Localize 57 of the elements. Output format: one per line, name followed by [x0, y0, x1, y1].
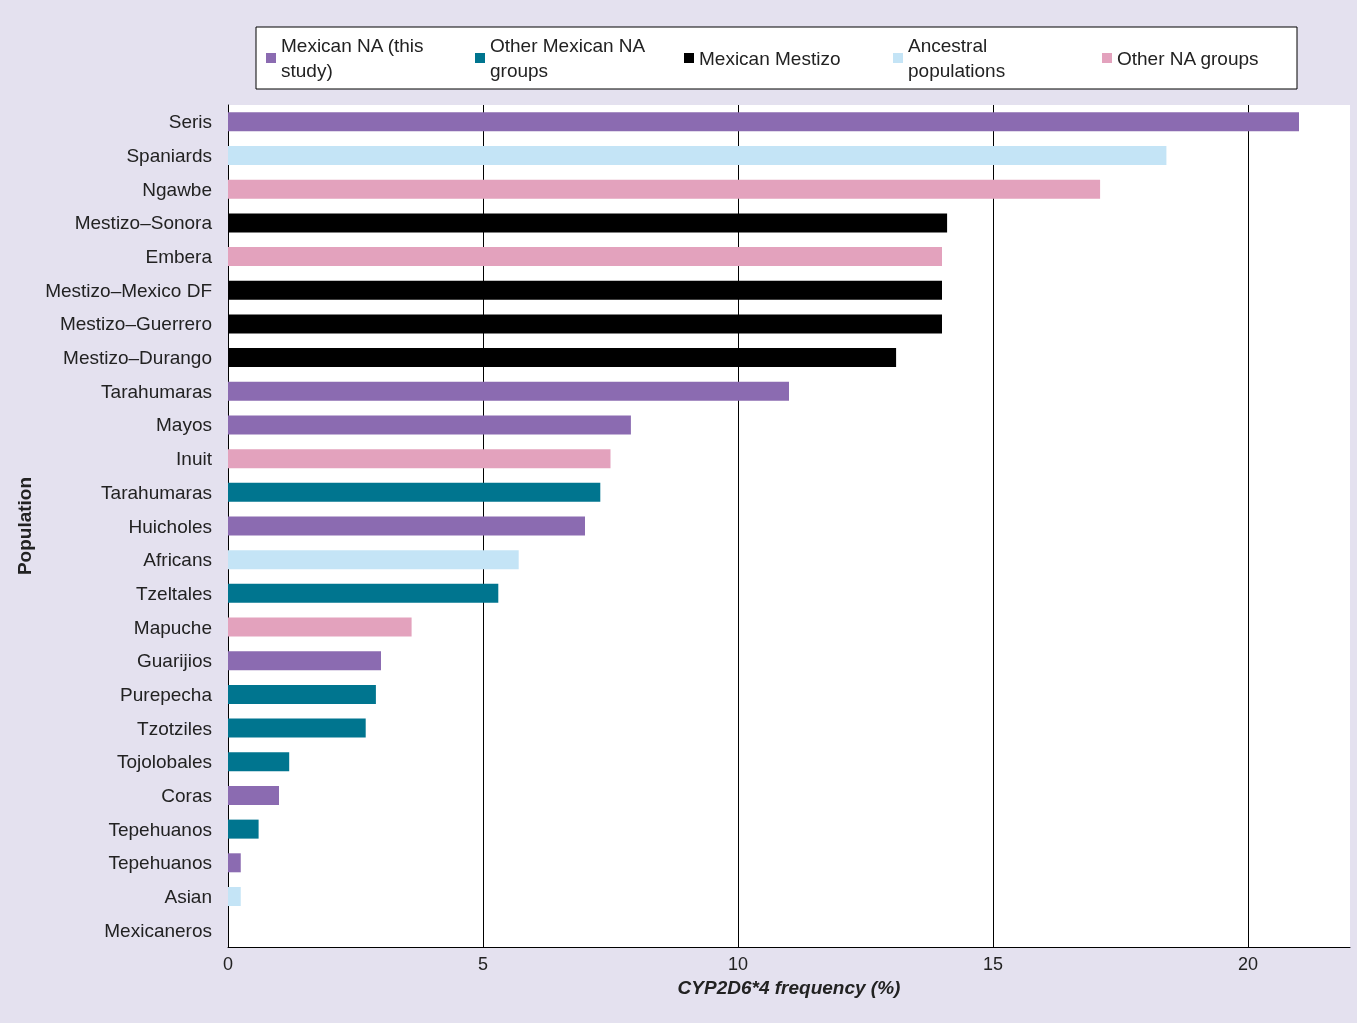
bar: [228, 853, 241, 873]
y-tick-label: Mapuche: [133, 616, 212, 638]
y-tick-label: Tzotziles: [137, 717, 212, 739]
y-tick-label: Mayos: [156, 414, 212, 436]
bar: [228, 651, 381, 671]
legend-label: Mexican NA (this study): [281, 35, 429, 81]
legend-label: Other NA groups: [1117, 47, 1259, 69]
y-tick-label: Inuit: [176, 448, 213, 470]
y-tick-label: Tepehuanos: [108, 852, 212, 874]
y-tick-label: Embera: [145, 246, 213, 268]
legend-label: Ancestral populations: [908, 35, 1006, 81]
bar: [228, 415, 631, 435]
y-tick-label: Coras: [161, 784, 212, 806]
y-tick-label: Guarijios: [137, 650, 212, 672]
x-tick-label: 10: [727, 954, 749, 974]
x-tick-label: 0: [222, 954, 234, 974]
bar: [228, 785, 279, 805]
y-tick-label: Asian: [164, 885, 212, 907]
bar: [228, 718, 366, 738]
bar: [228, 247, 942, 267]
bar: [228, 112, 1299, 132]
y-tick-label: Mestizo–Durango: [63, 347, 212, 369]
bar: [228, 516, 585, 536]
y-tick-label: Huicholes: [128, 515, 212, 537]
y-tick-label: Seris: [168, 111, 212, 133]
y-tick-label: Purepecha: [120, 683, 213, 705]
bar: [228, 886, 241, 906]
y-tick-label: Tojolobales: [116, 751, 212, 773]
bar: [228, 381, 789, 401]
y-tick-label: Mestizo–Sonora: [74, 212, 213, 234]
legend-label: Mexican Mestizo: [699, 47, 841, 69]
y-tick-label: Africans: [143, 549, 212, 571]
x-tick-label: 5: [477, 954, 489, 974]
y-tick-label: Tepehuanos: [108, 818, 212, 840]
bar: [228, 617, 412, 637]
bar: [228, 179, 1101, 199]
bar: [228, 449, 611, 469]
bar: [228, 752, 290, 772]
bar: [228, 819, 259, 839]
y-tick-label: Tarahumaras: [101, 380, 212, 402]
bar: [228, 550, 519, 570]
y-tick-label: Tzeltales: [135, 582, 212, 604]
bar: [228, 482, 601, 502]
x-axis-title: CYP2D6*4 frequency (%): [677, 976, 901, 998]
x-tick-label: 20: [1237, 954, 1259, 974]
y-tick-label: Ngawbe: [142, 178, 212, 200]
legend-label: Other Mexican NA groups: [490, 35, 650, 81]
y-tick-label: Mestizo–Mexico DF: [45, 279, 212, 301]
y-tick-label: Tarahumaras: [101, 481, 212, 503]
bar: [228, 146, 1167, 166]
y-tick-label: Mestizo–Guerrero: [59, 313, 212, 335]
x-tick-label: 15: [982, 954, 1004, 974]
y-axis-title: Population: [14, 476, 36, 576]
y-tick-label: Mexicaneros: [104, 919, 212, 941]
bar: [228, 684, 376, 704]
y-tick-label: Spaniards: [126, 145, 212, 167]
bar: [228, 583, 499, 603]
